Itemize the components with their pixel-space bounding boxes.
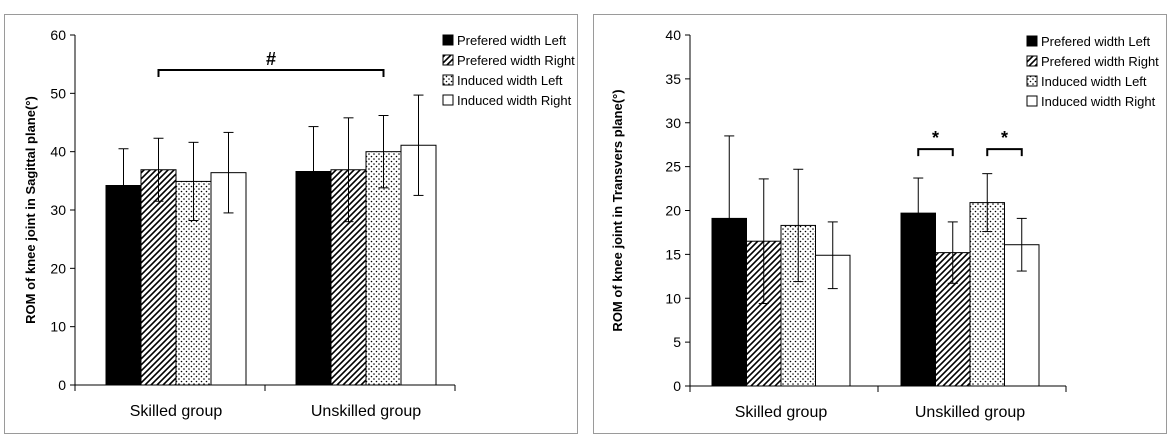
y-tick-label: 10 [50, 319, 66, 335]
y-tick-label: 5 [673, 334, 681, 350]
legend-label-prefered-width-left: Prefered width Left [1041, 34, 1151, 49]
legend-swatch-prefered-width-right [442, 54, 454, 66]
y-tick-label: 50 [50, 85, 66, 101]
significance-bracket [157, 69, 385, 77]
y-axis-title: ROM of knee joint in Transvers plane(°) [610, 89, 625, 331]
y-axis-title: ROM of knee joint in Sagittal plane(°) [23, 96, 38, 324]
significance-bracket [917, 148, 954, 157]
y-tick-label: 30 [50, 202, 66, 218]
y-tick-label: 20 [665, 203, 681, 219]
legend-label-prefered-width-right: Prefered width Right [457, 53, 575, 68]
y-tick-label: 0 [673, 378, 681, 394]
y-tick-label: 25 [665, 159, 681, 175]
legend-swatch-induced-width-right [442, 94, 454, 106]
legend-swatch-prefered-width-right [1026, 55, 1038, 67]
legend-label-induced-width-left: Induced width Left [1041, 74, 1147, 89]
legend-swatch-induced-width-left [442, 74, 454, 86]
chart-panel-transvers: 0 5 10 15 20 25 30 35 40 ROM of knee joint in Tra… [593, 14, 1167, 434]
y-tick-label: 35 [665, 71, 681, 87]
y-tick-label: 40 [665, 27, 681, 43]
significance-bracket [986, 148, 1023, 157]
legend-swatch-prefered-width-left [442, 34, 454, 46]
category-label-skilled-group: Skilled group [130, 403, 223, 420]
significance-marker: * [932, 128, 939, 148]
chart-panel-sagittal: 0 10 20 30 40 50 60 ROM of knee joint in Sagitt… [4, 14, 578, 434]
legend-swatch-induced-width-right [1026, 95, 1038, 107]
category-label-unskilled-group: Unskilled group [915, 404, 1025, 421]
bar-prefered-width-right-skilled-group [140, 169, 177, 386]
y-tick-label: 30 [665, 115, 681, 131]
y-tick-label: 10 [665, 290, 681, 306]
y-tick-label: 20 [50, 260, 66, 276]
y-tick-label: 60 [50, 27, 66, 43]
legend-label-induced-width-right: Induced width Right [457, 93, 572, 108]
y-tick-label: 15 [665, 246, 681, 262]
category-label-unskilled-group: Unskilled group [311, 403, 421, 420]
legend-label-induced-width-right: Induced width Right [1041, 94, 1156, 109]
legend-label-prefered-width-right: Prefered width Right [1041, 54, 1159, 69]
legend-swatch-induced-width-left [1026, 75, 1038, 87]
y-tick-label: 0 [58, 377, 66, 393]
legend-label-induced-width-left: Induced width Left [457, 73, 563, 88]
significance-marker: # [266, 49, 276, 69]
chart-sagittal: 0 10 20 30 40 50 60 ROM of knee joint in Sagitt… [23, 27, 575, 420]
significance-marker: * [1001, 128, 1008, 148]
legend-swatch-prefered-width-left [1026, 35, 1038, 47]
y-tick-label: 40 [50, 144, 66, 160]
bar-induced-width-left-unskilled-group [365, 151, 402, 386]
legend-label-prefered-width-left: Prefered width Left [457, 33, 567, 48]
bar-induced-width-left-unskilled-group [969, 202, 1005, 387]
category-label-skilled-group: Skilled group [735, 404, 828, 421]
chart-transvers: 0 5 10 15 20 25 30 35 40 ROM of knee joint in Tra… [610, 27, 1159, 421]
